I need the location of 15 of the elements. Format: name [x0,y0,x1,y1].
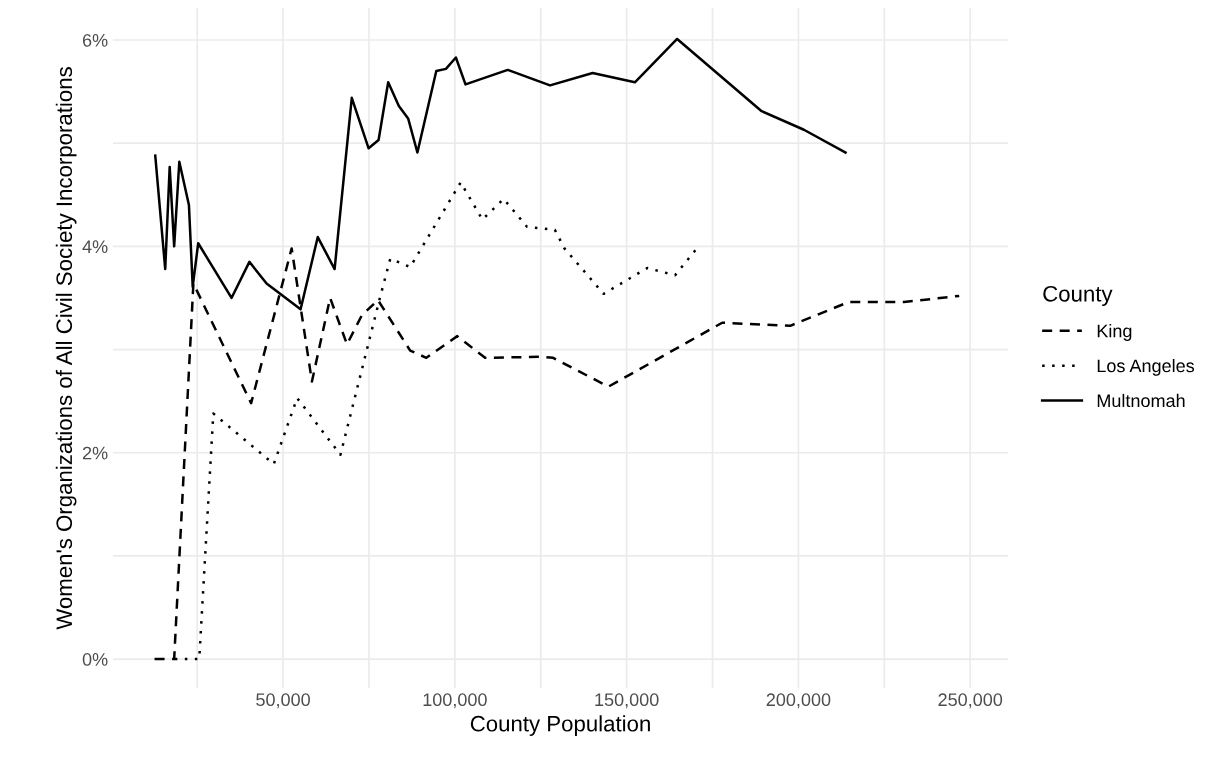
legend-label: King [1097,324,1132,341]
legend-label: Los Angeles [1097,358,1195,376]
y-tick-label: 4% [82,240,108,254]
x-tick-label: 150,000 [595,693,659,709]
legend-label: Multnomah [1097,393,1185,408]
x-tick-label: 200,000 [766,693,831,709]
x-tick-label: 50,000 [256,693,310,709]
x-axis-title: County Population [470,715,650,736]
y-axis-title: Women's Organizations of All Civil Society Incorporations [55,67,77,630]
x-tick-label: 250,000 [938,693,1003,709]
y-tick-label: 6% [82,33,108,47]
y-tick-label: 0% [82,653,108,666]
y-tick-label: 2% [82,446,108,460]
x-tick-label: 100,000 [423,693,487,709]
legend-title: County [1043,285,1113,307]
